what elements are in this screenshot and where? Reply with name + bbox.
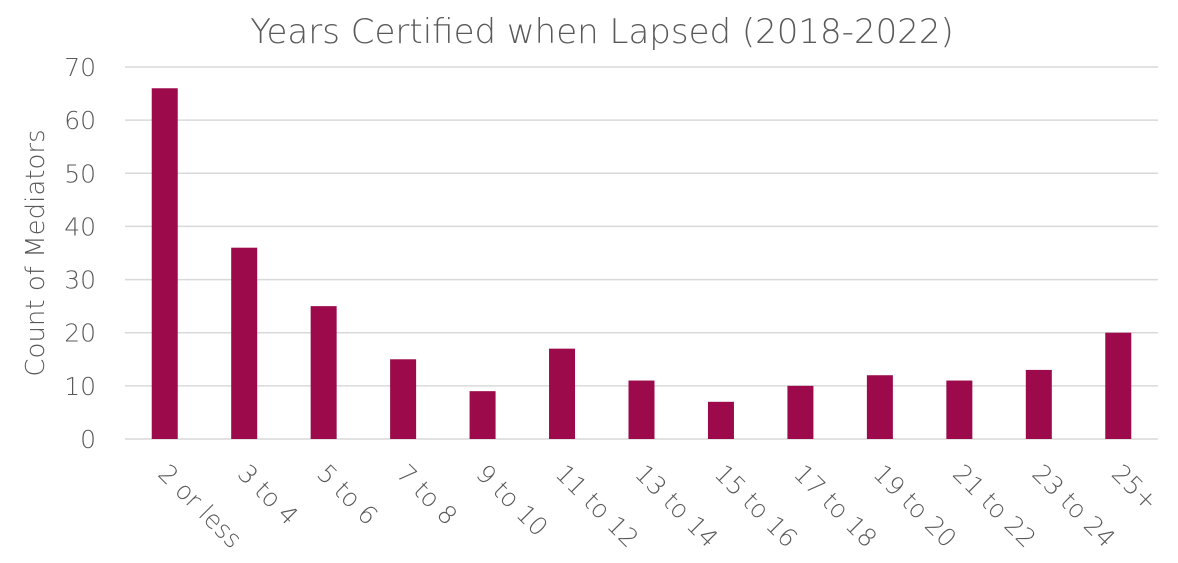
bar-1: [231, 247, 258, 439]
y-tick-label: 60: [64, 106, 96, 135]
bar-8: [787, 385, 814, 439]
bar-9: [866, 375, 893, 439]
bar-7: [707, 401, 734, 439]
bar-4: [469, 391, 496, 439]
x-tick-label: 9 to 10: [470, 459, 553, 542]
y-axis-ticks: 0 10 20 30 40 50 60 70: [64, 53, 96, 454]
y-tick-label: 10: [64, 372, 96, 401]
gridlines: [125, 66, 1158, 440]
bar-11: [1025, 369, 1052, 439]
x-tick-label: 19 to 20: [868, 459, 962, 553]
bar-5: [549, 348, 576, 439]
x-tick-label: 25+: [1106, 459, 1164, 517]
bar-3: [390, 359, 417, 439]
bar-12: [1105, 332, 1132, 439]
x-tick-label: 2 or less: [152, 459, 247, 554]
y-tick-label: 40: [64, 212, 96, 241]
x-tick-label: 7 to 8: [391, 459, 463, 531]
y-tick-label: 20: [64, 319, 96, 348]
bar-6: [628, 380, 655, 439]
x-tick-label: 17 to 18: [788, 459, 882, 553]
y-axis-label: Count of Mediators: [21, 129, 51, 376]
x-tick-label: 11 to 12: [550, 459, 644, 553]
x-tick-label: 13 to 14: [629, 459, 723, 553]
y-tick-label: 0: [80, 425, 96, 454]
bar-0: [151, 88, 178, 439]
y-tick-label: 70: [64, 53, 96, 82]
bar-10: [946, 380, 973, 439]
x-tick-label: 21 to 22: [947, 459, 1041, 553]
chart-title: Years Certified when Lapsed (2018-2022): [250, 12, 954, 52]
x-tick-label: 15 to 16: [709, 459, 803, 553]
bar-2: [310, 306, 337, 439]
x-tick-label: 23 to 24: [1027, 459, 1121, 553]
y-tick-label: 50: [64, 159, 96, 188]
x-tick-label: 3 to 4: [232, 459, 304, 531]
bars: [151, 88, 1132, 439]
x-tick-label: 5 to 6: [311, 459, 383, 531]
y-tick-label: 30: [64, 266, 96, 295]
